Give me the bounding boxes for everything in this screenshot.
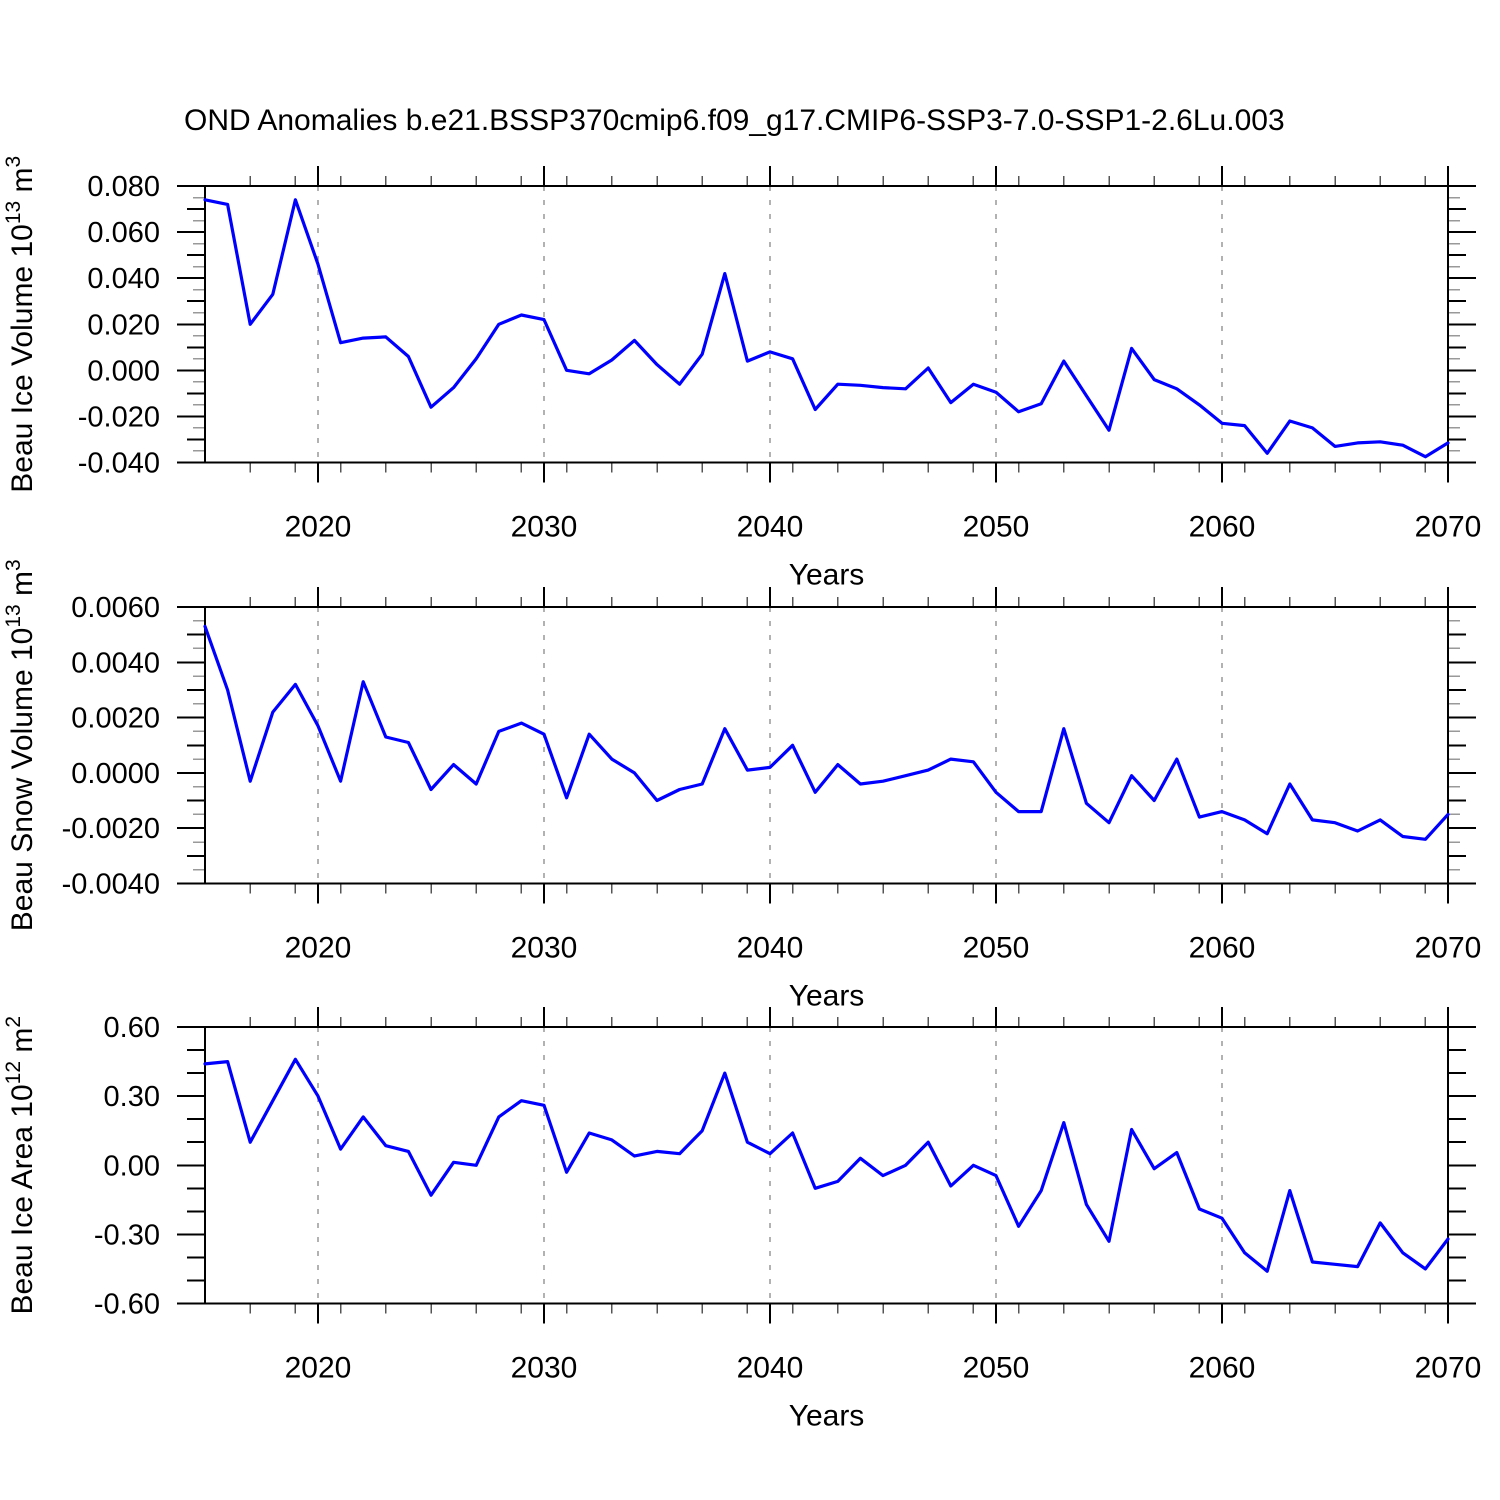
x-tick-label: 2040	[737, 511, 804, 544]
x-axis-title: Years	[789, 1400, 865, 1433]
x-tick-label: 2030	[511, 932, 578, 965]
y-tick-label: -0.0020	[62, 813, 160, 845]
x-tick-label: 2050	[963, 1352, 1030, 1385]
y-axis	[177, 606, 1476, 885]
panel-beau-snow-volume: -0.0040 -0.0020 0.0000 0.0020 0.0040 0.0060 20…	[2, 559, 1481, 1012]
y-axis-title: Beau Ice Area 1012 m2	[2, 1016, 39, 1315]
x-tick-label: 2040	[737, 932, 804, 965]
gridlines	[317, 607, 1223, 884]
series-line-beau-ice-area	[203, 1057, 1450, 1273]
x-tick-label: 2040	[737, 1352, 804, 1385]
panel-beau-ice-area: -0.60 -0.30 0.00 0.30 0.60 2020 2030 2040 2050 20…	[2, 1007, 1481, 1433]
x-tick-label: 2070	[1415, 1352, 1482, 1385]
y-tick-label: 0.0000	[71, 758, 160, 790]
y-tick-label: 0.0020	[71, 703, 160, 735]
y-axis-title: Beau Ice Volume 1013 m3	[2, 156, 39, 493]
x-tick-label: 2060	[1189, 1352, 1256, 1385]
y-tick-label: 0.020	[87, 309, 160, 341]
y-tick-label: 0.080	[87, 171, 160, 203]
x-tick-label: 2070	[1415, 511, 1482, 544]
y-tick-label: -0.040	[78, 448, 160, 480]
plot-frame	[204, 185, 1449, 464]
y-tick-label: 0.060	[87, 217, 160, 249]
y-tick-label: -0.0040	[62, 869, 160, 901]
x-tick-label: 2030	[511, 511, 578, 544]
gridlines	[317, 186, 1223, 463]
plot-frame	[204, 606, 1449, 885]
y-tick-label: 0.00	[104, 1150, 160, 1182]
y-tick-label: 0.040	[87, 263, 160, 295]
x-tick-label: 2020	[285, 1352, 352, 1385]
series-line-beau-snow-volume	[203, 624, 1450, 841]
x-axis-title: Years	[789, 980, 865, 1013]
y-tick-label: 0.60	[104, 1012, 160, 1044]
x-axis	[249, 166, 1449, 483]
y-tick-label: -0.30	[94, 1219, 160, 1251]
x-axis-title: Years	[789, 559, 865, 592]
x-tick-label: 2020	[285, 932, 352, 965]
y-axis	[177, 1026, 1476, 1305]
y-axis	[177, 185, 1476, 464]
x-tick-label: 2060	[1189, 511, 1256, 544]
y-tick-label: -0.60	[94, 1289, 160, 1321]
y-tick-label: 0.30	[104, 1081, 160, 1113]
y-tick-label: 0.0060	[71, 592, 160, 624]
y-tick-label: 0.000	[87, 355, 160, 387]
x-tick-label: 2050	[963, 511, 1030, 544]
chart-title: OND Anomalies b.e21.BSSP370cmip6.f09_g17…	[184, 104, 1285, 137]
x-tick-label: 2050	[963, 932, 1030, 965]
x-tick-label: 2020	[285, 511, 352, 544]
panel-beau-ice-volume: -0.040 -0.020 0.000 0.020 0.040 0.060 0.080 202…	[2, 156, 1481, 592]
x-tick-label: 2060	[1189, 932, 1256, 965]
y-tick-label: -0.020	[78, 401, 160, 433]
x-tick-label: 2070	[1415, 932, 1482, 965]
y-axis-title: Beau Snow Volume 1013 m3	[2, 559, 39, 931]
series-line-beau-ice-volume	[203, 198, 1450, 459]
plot-frame	[204, 1026, 1449, 1305]
x-axis	[249, 587, 1449, 904]
x-axis	[249, 1007, 1449, 1324]
gridlines	[317, 1027, 1223, 1304]
x-tick-label: 2030	[511, 1352, 578, 1385]
y-tick-label: 0.0040	[71, 647, 160, 679]
